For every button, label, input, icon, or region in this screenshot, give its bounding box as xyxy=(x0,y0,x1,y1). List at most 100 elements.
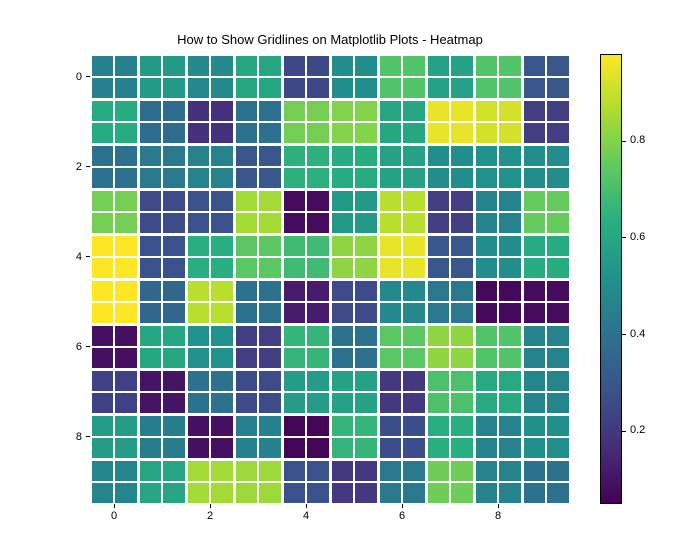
heatmap-cell xyxy=(378,54,426,99)
heatmap-cell xyxy=(186,189,234,234)
heatmap-cell xyxy=(138,279,186,324)
heatmap-cell xyxy=(330,459,378,504)
x-tick-label: 8 xyxy=(495,510,501,522)
heatmap-cell xyxy=(330,414,378,459)
heatmap-cell xyxy=(474,189,522,234)
y-tick-label: 0 xyxy=(68,71,82,83)
heatmap-cell xyxy=(330,324,378,369)
heatmap-cell xyxy=(138,189,186,234)
heatmap-cell xyxy=(234,189,282,234)
heatmap-cell xyxy=(234,369,282,414)
heatmap-cell xyxy=(138,324,186,369)
heatmap-plot xyxy=(90,54,570,504)
heatmap-cell xyxy=(522,144,570,189)
heatmap-cell xyxy=(330,189,378,234)
heatmap-cell xyxy=(186,144,234,189)
heatmap-cell xyxy=(186,234,234,279)
heatmap-cell xyxy=(282,324,330,369)
heatmap-cell xyxy=(138,144,186,189)
colorbar-tick-label: 0.2 xyxy=(630,424,645,436)
heatmap-cell xyxy=(474,414,522,459)
heatmap-cell xyxy=(522,369,570,414)
heatmap-cell xyxy=(234,459,282,504)
heatmap-cell xyxy=(474,279,522,324)
heatmap-cell xyxy=(282,54,330,99)
x-tick-label: 4 xyxy=(303,510,309,522)
heatmap-cell xyxy=(282,279,330,324)
heatmap-cell xyxy=(426,234,474,279)
heatmap-cell xyxy=(426,459,474,504)
heatmap-cell xyxy=(330,144,378,189)
heatmap-cell xyxy=(186,324,234,369)
heatmap-cell xyxy=(522,54,570,99)
heatmap-cell xyxy=(378,99,426,144)
heatmap-cell xyxy=(378,279,426,324)
heatmap-cell xyxy=(378,369,426,414)
heatmap-cell xyxy=(426,189,474,234)
heatmap-cell xyxy=(426,144,474,189)
heatmap-cells xyxy=(90,54,570,504)
heatmap-cell xyxy=(90,414,138,459)
heatmap-cell xyxy=(378,189,426,234)
heatmap-cell xyxy=(138,234,186,279)
heatmap-cell xyxy=(234,414,282,459)
heatmap-cell xyxy=(90,324,138,369)
x-tick-label: 2 xyxy=(207,510,213,522)
y-tick-label: 6 xyxy=(68,341,82,353)
heatmap-cell xyxy=(330,279,378,324)
heatmap-cell xyxy=(282,144,330,189)
heatmap-cell xyxy=(378,459,426,504)
heatmap-cell xyxy=(474,459,522,504)
heatmap-cell xyxy=(138,459,186,504)
y-tick-label: 2 xyxy=(68,161,82,173)
heatmap-cell xyxy=(282,99,330,144)
chart-title: How to Show Gridlines on Matplotlib Plot… xyxy=(0,32,680,47)
heatmap-cell xyxy=(330,369,378,414)
heatmap-cell xyxy=(474,99,522,144)
heatmap-cell xyxy=(474,369,522,414)
heatmap-cell xyxy=(90,279,138,324)
heatmap-cell xyxy=(378,234,426,279)
colorbar-gradient xyxy=(600,54,622,504)
heatmap-cell xyxy=(474,144,522,189)
heatmap-cell xyxy=(138,369,186,414)
heatmap-cell xyxy=(426,414,474,459)
heatmap-cell xyxy=(234,144,282,189)
heatmap-cell xyxy=(474,234,522,279)
heatmap-cell xyxy=(330,234,378,279)
heatmap-cell xyxy=(522,189,570,234)
y-tick-label: 8 xyxy=(68,431,82,443)
colorbar-tick-label: 0.8 xyxy=(630,134,645,146)
heatmap-cell xyxy=(186,414,234,459)
heatmap-cell xyxy=(282,234,330,279)
heatmap-cell xyxy=(378,324,426,369)
heatmap-cell xyxy=(426,369,474,414)
heatmap-cell xyxy=(234,324,282,369)
colorbar xyxy=(600,54,622,504)
heatmap-cell xyxy=(426,324,474,369)
heatmap-cell xyxy=(474,54,522,99)
heatmap-cell xyxy=(90,459,138,504)
heatmap-cell xyxy=(234,54,282,99)
heatmap-cell xyxy=(90,99,138,144)
x-tick-label: 0 xyxy=(111,510,117,522)
heatmap-cell xyxy=(522,279,570,324)
colorbar-tick-label: 0.4 xyxy=(630,328,645,340)
colorbar-tick-label: 0.6 xyxy=(630,231,645,243)
heatmap-cell xyxy=(378,414,426,459)
heatmap-cell xyxy=(282,189,330,234)
heatmap-cell xyxy=(138,99,186,144)
heatmap-cell xyxy=(330,54,378,99)
heatmap-cell xyxy=(282,414,330,459)
heatmap-cell xyxy=(186,369,234,414)
heatmap-cell xyxy=(522,324,570,369)
heatmap-cell xyxy=(522,459,570,504)
heatmap-cell xyxy=(138,414,186,459)
y-tick-label: 4 xyxy=(68,251,82,263)
heatmap-cell xyxy=(138,54,186,99)
heatmap-cell xyxy=(186,99,234,144)
heatmap-cell xyxy=(282,459,330,504)
heatmap-cell xyxy=(282,369,330,414)
heatmap-cell xyxy=(330,99,378,144)
heatmap-cell xyxy=(522,414,570,459)
